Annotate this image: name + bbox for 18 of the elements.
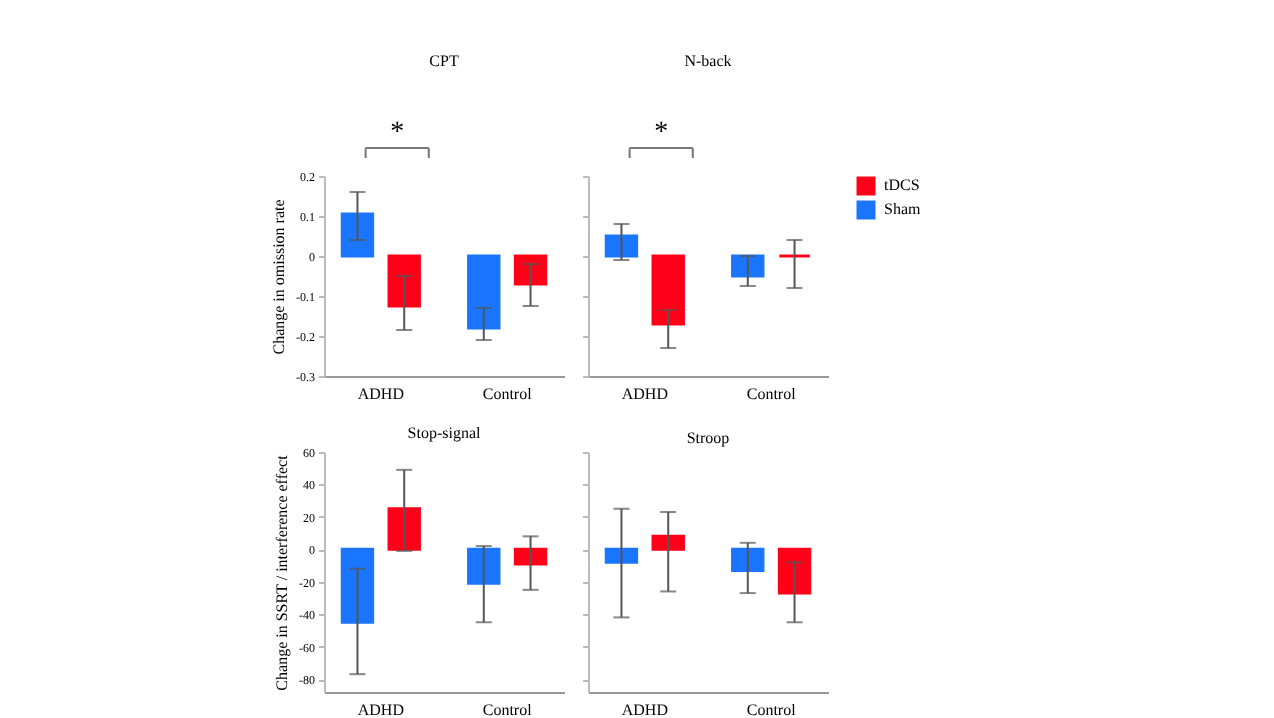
text: * bbox=[390, 118, 405, 148]
y-axis-title: Change in SSRT / interference effect bbox=[273, 453, 291, 691]
chart-title: CPT bbox=[429, 52, 459, 70]
chart-title: N-back bbox=[684, 52, 732, 70]
x-tick-label: Control bbox=[746, 701, 798, 718]
x-tick-label: ADHD bbox=[357, 701, 405, 718]
x-tick-label: ADHD bbox=[621, 701, 669, 718]
x-tick-label: Control bbox=[746, 385, 798, 403]
x-tick-label: ADHD bbox=[621, 385, 669, 403]
text: * bbox=[654, 118, 669, 148]
legend-label: Sham bbox=[884, 200, 922, 218]
legend-label: tDCS bbox=[884, 176, 920, 194]
x-tick-label: Control bbox=[482, 701, 534, 718]
x-tick-label: Control bbox=[482, 385, 534, 403]
y-axis-title: Change in omission rate bbox=[270, 198, 288, 355]
chart-title: Stop-signal bbox=[407, 424, 482, 442]
x-tick-label: ADHD bbox=[357, 385, 405, 403]
chart-title: Stroop bbox=[686, 429, 730, 447]
